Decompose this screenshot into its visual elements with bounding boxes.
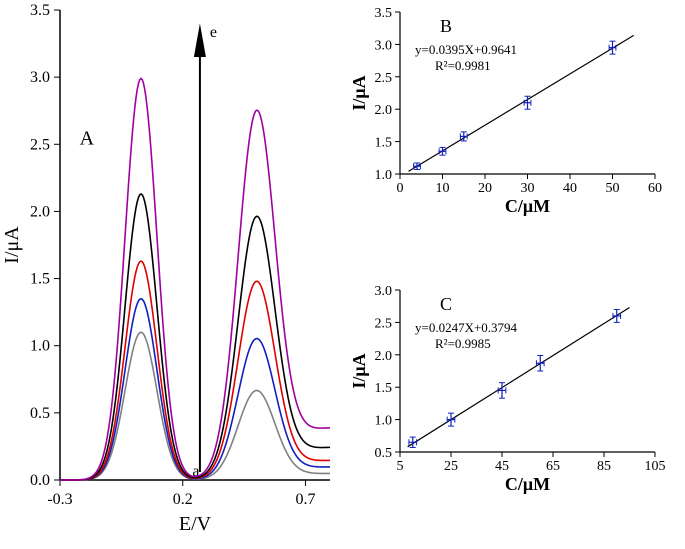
svg-text:25: 25 <box>444 459 458 474</box>
svg-text:y=0.0247X+0.3794: y=0.0247X+0.3794 <box>415 320 518 335</box>
svg-text:0.5: 0.5 <box>375 446 393 461</box>
svg-text:5: 5 <box>397 459 404 474</box>
svg-text:C/μM: C/μM <box>505 474 550 494</box>
svg-text:I/μA: I/μA <box>349 353 369 388</box>
panel-c-svg: 5 25 45 65 85 105 0.5 1.0 1.5 2.0 2.5 3.0 C/μM I/μA Cy… <box>0 0 675 540</box>
svg-text:105: 105 <box>645 459 666 474</box>
svg-text:R²=0.9985: R²=0.9985 <box>435 336 491 351</box>
svg-text:2.5: 2.5 <box>375 316 393 331</box>
svg-text:85: 85 <box>597 459 611 474</box>
svg-text:1.5: 1.5 <box>375 381 393 396</box>
svg-text:45: 45 <box>495 459 509 474</box>
svg-text:C: C <box>440 294 452 314</box>
svg-text:2.0: 2.0 <box>375 349 393 364</box>
svg-text:1.0: 1.0 <box>375 414 393 429</box>
svg-text:3.0: 3.0 <box>375 284 393 299</box>
svg-text:65: 65 <box>546 459 560 474</box>
